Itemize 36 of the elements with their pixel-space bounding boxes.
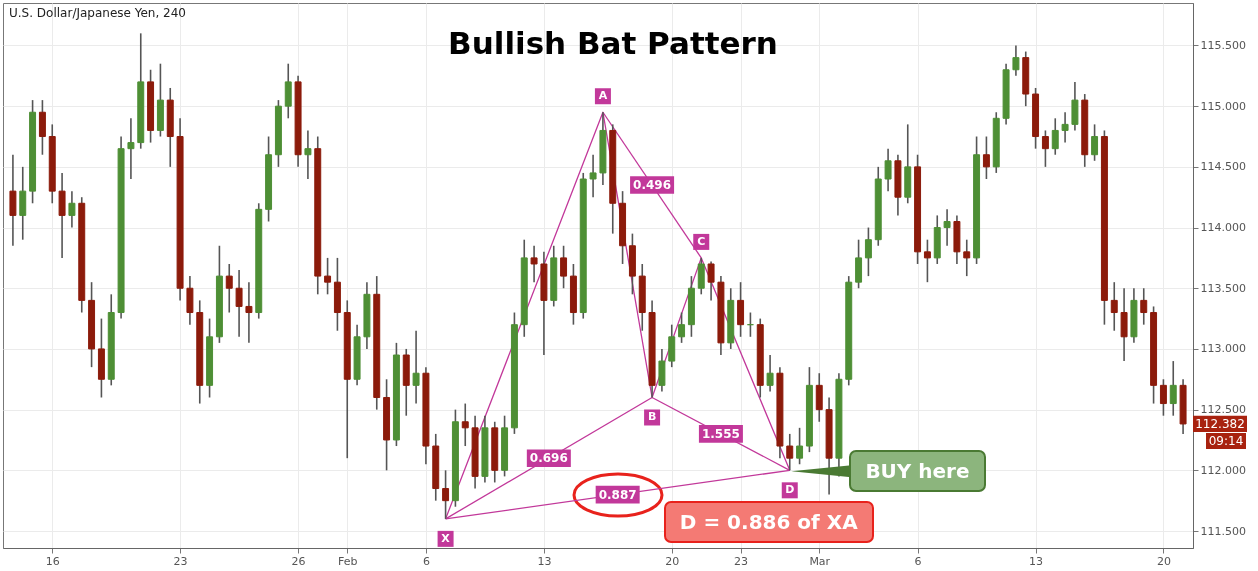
series-label: 1.555 <box>701 426 740 441</box>
annotation: BUY here <box>849 450 986 493</box>
y-tick-label: 115.500 <box>1200 38 1246 52</box>
y-tick-label: 114.000 <box>1200 221 1246 235</box>
x-tick-label: 23 <box>173 554 188 568</box>
y-tick-label: 111.500 <box>1200 524 1246 538</box>
y-tick-label: 112.500 <box>1200 403 1246 417</box>
x-tick-label: 23 <box>734 554 749 568</box>
x-tick-label: 20 <box>1156 554 1171 568</box>
annotation: A <box>598 89 608 103</box>
x-tick-label: 16 <box>45 554 60 568</box>
x-tick-label: 6 <box>914 554 922 568</box>
annotation: X <box>441 531 451 545</box>
series-label: 0.696 <box>529 451 568 466</box>
x-tick-label: 13 <box>537 554 552 568</box>
y-tick-label: 115.000 <box>1200 99 1246 113</box>
series-label: 0.496 <box>633 178 672 193</box>
y-tick-label: 113.000 <box>1200 342 1246 356</box>
x-tick-label: 6 <box>422 554 430 568</box>
y-tick-label: 114.500 <box>1200 160 1246 174</box>
text: Bullish Bat Pattern <box>448 25 778 61</box>
chart-subtitle: U.S. Dollar/Japanese Yen, 240 <box>9 6 186 20</box>
y-tick-label: 112.000 <box>1200 463 1246 477</box>
annotation: D <box>785 483 795 497</box>
x-tick-label: 26 <box>291 554 306 568</box>
annotation: C <box>697 234 706 248</box>
x-tick-label: 20 <box>665 554 680 568</box>
annotation: D = 0.886 of XA <box>663 500 874 543</box>
text: 112.382 <box>1195 416 1245 431</box>
x-tick-label: Feb <box>338 554 358 568</box>
text: 09:14 <box>1208 433 1244 448</box>
x-tick-label: 13 <box>1029 554 1044 568</box>
y-tick-label: 113.500 <box>1200 281 1246 295</box>
x-tick-label: Mar <box>809 554 831 568</box>
annotation: B <box>647 410 657 424</box>
series-label: 0.887 <box>598 487 637 502</box>
